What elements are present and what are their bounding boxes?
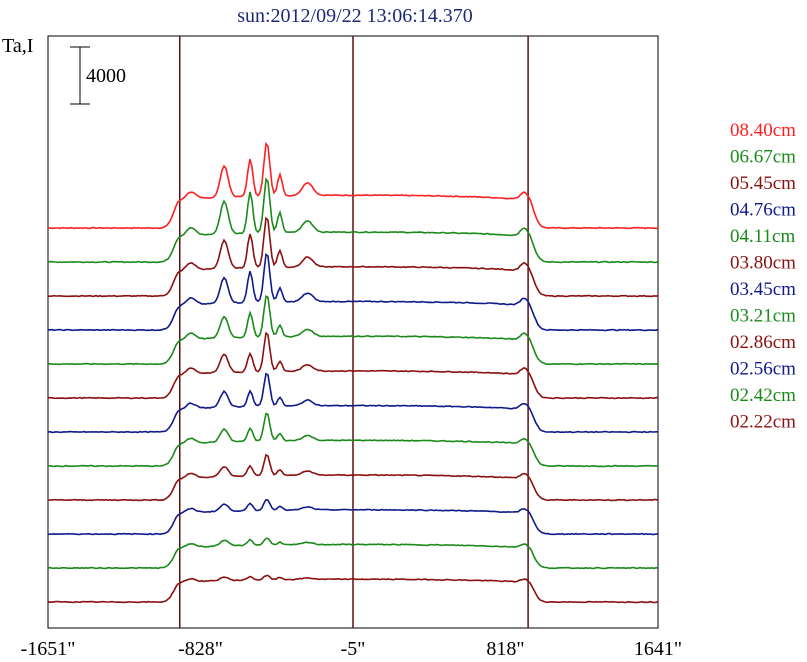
series-curves [47,141,659,604]
legend-entry-03.80cm: 03.80cm [730,253,796,274]
legend-entry-04.11cm: 04.11cm [730,226,795,247]
series-line-08.40cm [47,141,659,230]
series-line-03.21cm [48,412,659,468]
x-tick-labels: -1651" -828" -5" 818" 1641" [21,638,683,660]
legend-entry-02.22cm: 02.22cm [730,412,796,433]
legend-entry-05.45cm: 05.45cm [730,173,796,194]
series-line-03.45cm [47,372,658,434]
series-line-02.56cm [47,498,659,536]
y-axis-label: Ta,I [2,35,33,57]
legend-entry-02.42cm: 02.42cm [730,385,796,406]
x-tick-label-2: -5" [341,638,366,660]
legend: 08.40cm 06.67cm 05.45cm 04.76cm 04.11cm 03.80… [730,120,796,433]
x-tick-label-0: -1651" [21,638,76,660]
scale-bar-label: 4000 [86,65,126,87]
x-tick-label-1: -828" [178,638,223,660]
legend-entry-02.86cm: 02.86cm [730,332,796,353]
x-tick-label-3: 818" [486,638,524,660]
series-line-04.11cm [47,295,659,366]
legend-entry-08.40cm: 08.40cm [730,120,796,141]
legend-entry-02.56cm: 02.56cm [730,359,796,380]
legend-entry-03.45cm: 03.45cm [730,279,796,300]
x-tick-label-4: 1641" [634,638,682,660]
vertical-markers [178,36,529,628]
series-line-02.22cm [47,574,659,604]
scale-bar: 4000 [70,46,126,105]
legend-entry-06.67cm: 06.67cm [730,147,796,168]
legend-entry-04.76cm: 04.76cm [730,200,796,221]
series-line-02.86cm [47,453,659,502]
chart-title: sun:2012/09/22 13:06:14.370 [237,5,473,27]
series-line-02.42cm [47,537,659,570]
series-line-04.76cm [47,252,659,332]
legend-entry-03.21cm: 03.21cm [730,306,796,327]
series-line-06.67cm [47,177,659,264]
series-line-05.45cm [47,216,659,298]
series-line-03.80cm [47,331,659,400]
